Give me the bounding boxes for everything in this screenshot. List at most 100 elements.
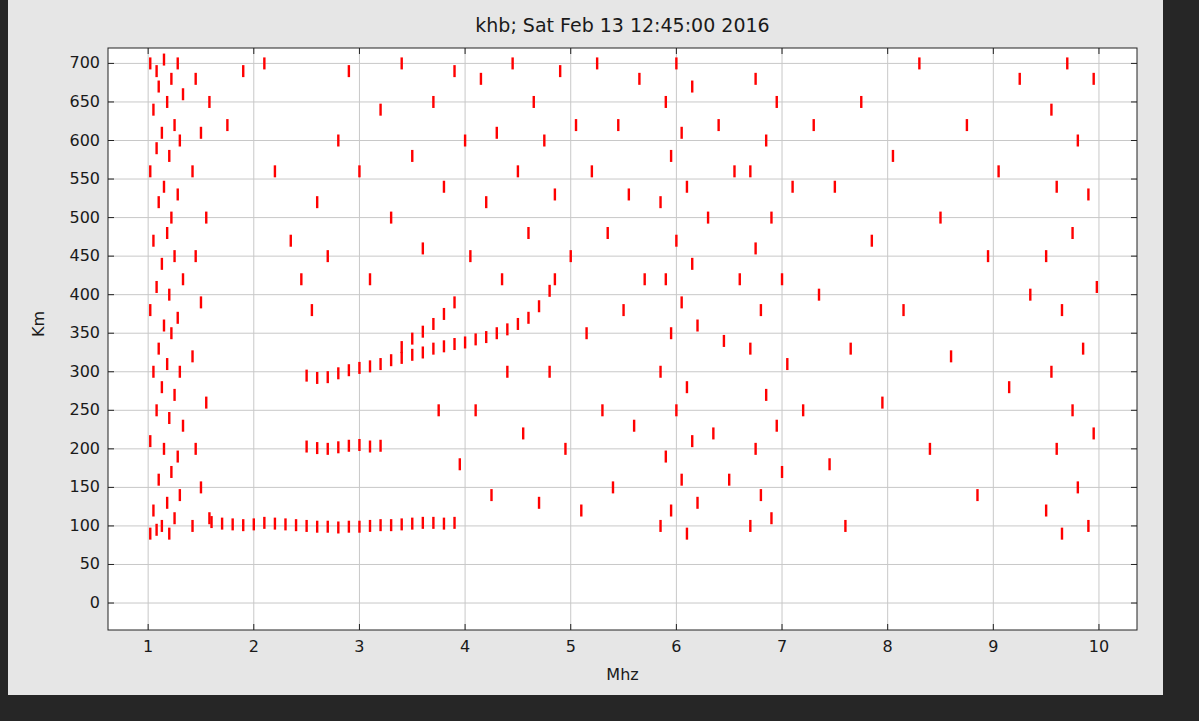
point — [316, 521, 318, 533]
point — [469, 250, 471, 262]
point — [665, 96, 667, 108]
point — [1066, 57, 1068, 69]
point — [316, 372, 318, 384]
point — [379, 358, 381, 370]
tick — [148, 624, 149, 630]
point — [966, 119, 968, 131]
y-axis-title: Km — [29, 311, 48, 337]
point — [548, 285, 550, 297]
tick-label: 650 — [69, 92, 100, 111]
tick — [108, 294, 114, 295]
grid-line — [108, 179, 1137, 180]
point — [161, 127, 163, 139]
point — [1019, 73, 1021, 85]
point — [670, 150, 672, 162]
point — [871, 235, 873, 247]
point — [860, 96, 862, 108]
tick-label: 8 — [883, 637, 893, 656]
point — [1077, 481, 1079, 493]
point — [765, 135, 767, 147]
point — [194, 443, 196, 455]
grid-line — [108, 140, 1137, 141]
point — [1029, 289, 1031, 301]
point — [1056, 181, 1058, 193]
point — [717, 119, 719, 131]
grid-line — [108, 371, 1137, 372]
tick — [1131, 564, 1137, 565]
tick — [1131, 294, 1137, 295]
point — [802, 404, 804, 416]
point — [443, 308, 445, 320]
point — [691, 435, 693, 447]
point — [538, 300, 540, 312]
tick — [1131, 410, 1137, 411]
tick-label: 600 — [69, 131, 100, 150]
point — [506, 323, 508, 335]
point — [168, 150, 170, 162]
point — [358, 521, 360, 533]
point — [659, 366, 661, 378]
point — [791, 181, 793, 193]
tick-label: 0 — [90, 593, 100, 612]
point — [612, 481, 614, 493]
tick — [1131, 525, 1137, 526]
point — [379, 440, 381, 452]
grid-line — [359, 48, 360, 630]
point — [155, 524, 157, 536]
grid-line — [108, 564, 1137, 565]
tick-label: 200 — [69, 439, 100, 458]
grid-line — [108, 448, 1137, 449]
point — [765, 389, 767, 401]
point — [422, 517, 424, 529]
point — [665, 273, 667, 285]
point — [173, 512, 175, 524]
point — [191, 165, 193, 177]
point — [628, 188, 630, 200]
point — [182, 273, 184, 285]
point — [179, 135, 181, 147]
tick — [108, 256, 114, 257]
point — [527, 312, 529, 324]
point — [173, 389, 175, 401]
point — [786, 358, 788, 370]
tick — [1098, 624, 1099, 630]
point — [348, 65, 350, 77]
point — [760, 304, 762, 316]
point — [155, 142, 157, 154]
point — [253, 518, 255, 530]
point — [686, 528, 688, 540]
point — [316, 196, 318, 208]
point — [464, 135, 466, 147]
grid-line — [108, 217, 1137, 218]
point — [422, 242, 424, 254]
point — [902, 304, 904, 316]
point — [200, 481, 202, 493]
point — [163, 181, 165, 193]
tick-label: 300 — [69, 362, 100, 381]
point — [163, 320, 165, 332]
grid-line — [253, 48, 254, 630]
point — [327, 371, 329, 383]
point — [173, 119, 175, 131]
point — [834, 181, 836, 193]
tick-label: 550 — [69, 169, 100, 188]
point — [570, 250, 572, 262]
point — [490, 489, 492, 501]
point — [311, 304, 313, 316]
tick — [1131, 179, 1137, 180]
tick-label: 5 — [566, 637, 576, 656]
point — [182, 420, 184, 432]
point — [754, 242, 756, 254]
point — [749, 165, 751, 177]
point — [770, 212, 772, 224]
tick — [108, 525, 114, 526]
tick — [148, 48, 149, 54]
tick — [676, 48, 677, 54]
tick — [465, 48, 466, 54]
point — [659, 520, 661, 532]
point — [849, 343, 851, 355]
point — [527, 227, 529, 239]
point — [327, 521, 329, 533]
point — [749, 343, 751, 355]
grid-line — [148, 48, 149, 630]
